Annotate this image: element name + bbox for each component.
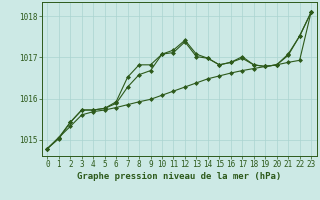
- X-axis label: Graphe pression niveau de la mer (hPa): Graphe pression niveau de la mer (hPa): [77, 172, 281, 181]
